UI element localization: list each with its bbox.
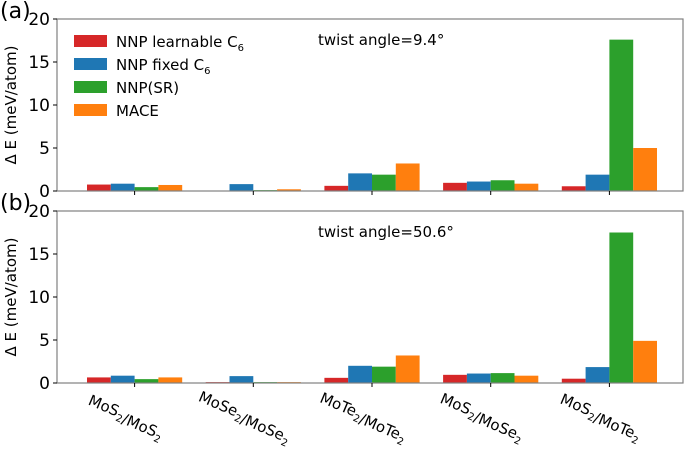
y-tick-label: 10 xyxy=(28,288,50,308)
x-tick-labels: MoS2/MoS2 MoSe2/MoSe2 MoTe2/MoTe2 MoS2/MoSe… xyxy=(83,388,645,450)
bar xyxy=(561,186,586,191)
legend-swatch xyxy=(74,35,107,47)
x-tick-label: MoS2/MoS2 xyxy=(83,391,167,446)
bar xyxy=(561,378,586,383)
bar xyxy=(585,367,610,383)
bar xyxy=(277,189,301,191)
panel-b: 0 5 10 15 20 Δ E (meV/atom) (b) twist angle=50.… xyxy=(0,191,684,394)
panel-a: 0 5 10 15 20 Δ E (meV/atom) (a) twist angle=9.4… xyxy=(0,0,684,202)
bar xyxy=(348,365,372,383)
bar xyxy=(134,379,159,383)
bar xyxy=(324,185,349,191)
y-tick-label: 5 xyxy=(39,139,50,159)
bar xyxy=(609,232,634,383)
y-tick-label: 0 xyxy=(39,374,50,394)
panel-label: (a) xyxy=(0,0,31,24)
bar xyxy=(87,377,111,383)
bar xyxy=(134,187,159,191)
bar xyxy=(633,148,657,191)
bar xyxy=(158,377,183,383)
bar xyxy=(490,373,515,383)
bar xyxy=(324,377,349,383)
y-axis-label: Δ E (meV/atom) xyxy=(2,238,20,357)
bar xyxy=(229,184,254,191)
y-axis-label: Δ E (meV/atom) xyxy=(2,46,20,165)
y-tick-label: 10 xyxy=(28,96,50,116)
bar xyxy=(585,174,610,191)
legend-swatch xyxy=(74,58,107,70)
twist-angle-annotation: twist angle=50.6° xyxy=(318,223,454,241)
bar xyxy=(87,184,111,191)
bar xyxy=(490,180,515,191)
legend-label: NNP fixed C6 xyxy=(116,56,211,77)
panel-label: (b) xyxy=(0,191,31,216)
legend-label: MACE xyxy=(116,102,159,120)
bar xyxy=(609,39,634,191)
bar xyxy=(229,376,254,383)
y-tick-label: 0 xyxy=(39,182,50,202)
bar xyxy=(395,355,420,383)
x-tick-label: MoS2/MoSe2 xyxy=(435,389,528,447)
legend-swatch xyxy=(74,104,107,116)
bar xyxy=(110,183,135,191)
bar xyxy=(110,375,135,383)
y-tick-label: 15 xyxy=(28,53,50,73)
y-tick-label: 5 xyxy=(39,331,50,351)
bar xyxy=(514,183,539,191)
y-tick-label: 20 xyxy=(28,202,50,222)
legend-label: NNP learnable C6 xyxy=(116,33,244,54)
bar xyxy=(372,366,396,383)
bar xyxy=(372,174,396,191)
twist-angle-annotation: twist angle=9.4° xyxy=(318,31,444,49)
bar xyxy=(443,182,467,191)
bar xyxy=(466,181,491,191)
x-tick-label: MoTe2/MoTe2 xyxy=(315,389,411,449)
bar xyxy=(466,373,491,383)
y-tick-label: 20 xyxy=(28,10,50,30)
bar xyxy=(443,374,467,383)
bar xyxy=(514,375,539,383)
x-tick-label: MoS2/MoTe2 xyxy=(555,390,645,447)
bar xyxy=(395,163,420,191)
legend-label: NNP(SR) xyxy=(116,79,179,97)
y-tick-label: 15 xyxy=(28,245,50,265)
bar xyxy=(348,173,372,191)
x-tick-label: MoSe2/MoSe2 xyxy=(193,388,294,450)
bar xyxy=(633,340,657,383)
legend-swatch xyxy=(74,81,107,93)
bar xyxy=(158,184,183,191)
